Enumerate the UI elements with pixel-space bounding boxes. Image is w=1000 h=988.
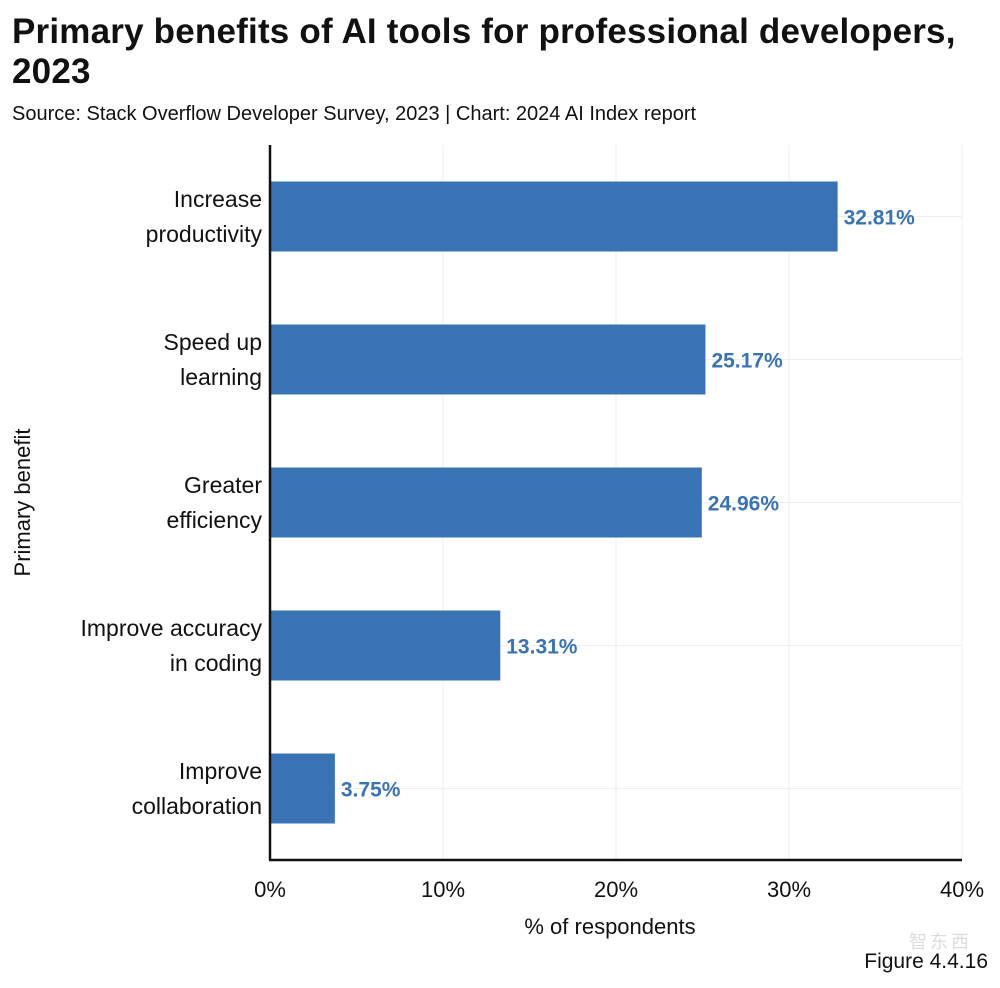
bar — [270, 467, 702, 538]
bar — [270, 181, 838, 252]
value-label: 32.81% — [844, 207, 916, 230]
x-tick-label: 40% — [940, 877, 984, 902]
y-axis-title: Primary benefit — [10, 429, 35, 577]
x-tick-label: 0% — [254, 877, 286, 902]
figure-label: Figure 4.4.16 — [864, 950, 988, 973]
bars — [270, 181, 838, 824]
bar — [270, 324, 706, 395]
value-label: 24.96% — [708, 493, 780, 516]
watermark: 智东西 — [909, 932, 972, 952]
category-label: Speed up learning — [164, 329, 262, 390]
category-label: Improve accuracy in coding — [80, 615, 262, 676]
value-label: 3.75% — [341, 779, 401, 802]
x-axis-title: % of respondents — [524, 914, 695, 939]
x-tick-label: 30% — [767, 877, 811, 902]
axes — [268, 145, 962, 862]
x-tick-label: 10% — [421, 877, 465, 902]
value-label: 13.31% — [506, 636, 578, 659]
bar — [270, 753, 335, 824]
chart-subtitle: Source: Stack Overflow Developer Survey,… — [12, 103, 697, 125]
value-label: 25.17% — [711, 350, 783, 373]
bar — [270, 610, 501, 681]
category-label: Greater efficiency — [167, 472, 263, 533]
chart-title: Primary benefits of AI tools for profess… — [12, 12, 956, 91]
category-label: Improve collaboration — [132, 758, 262, 819]
labels: 32.81% Increase productivity 25.17% Speed up… — [10, 186, 984, 939]
x-tick-label: 20% — [594, 877, 638, 902]
category-label: Increase productivity — [146, 186, 263, 247]
